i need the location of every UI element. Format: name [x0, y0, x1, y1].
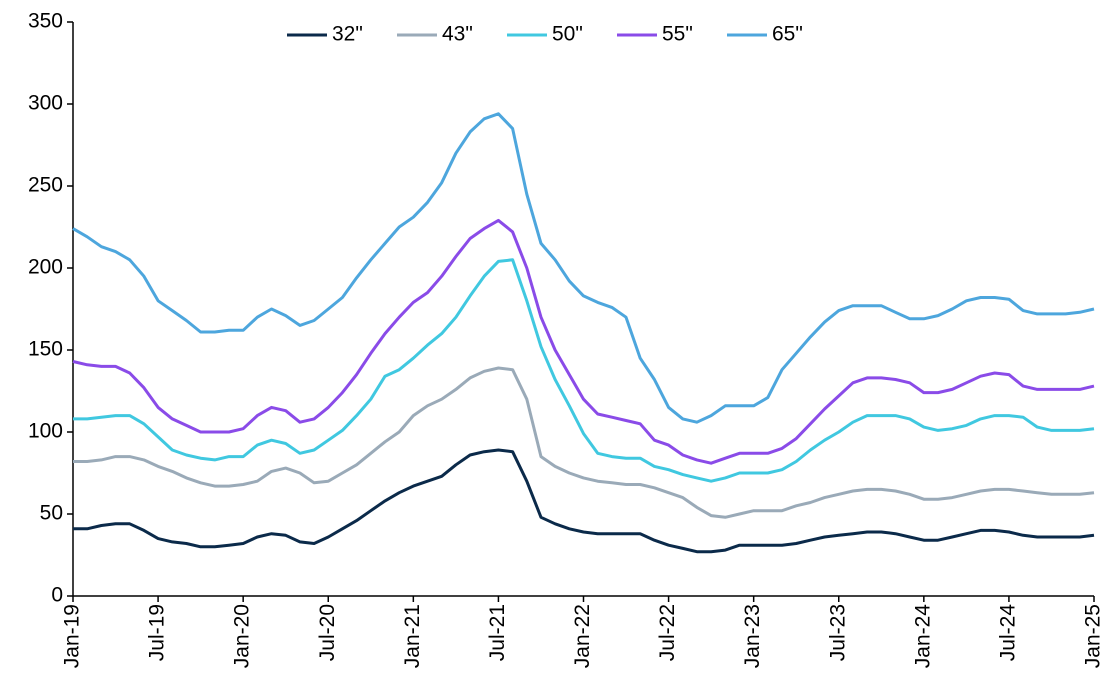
x-tick-label: Jul-19: [146, 604, 169, 661]
legend-label: 65": [772, 23, 803, 46]
x-tick-label: Jul-24: [996, 604, 1019, 662]
x-tick-label: Jul-21: [486, 604, 509, 661]
series-line: [73, 258, 1095, 483]
legend-label: 50": [552, 23, 583, 46]
y-tick-label: 0: [51, 584, 63, 607]
y-tick-label: 50: [40, 502, 63, 525]
x-tick-label: Jan-21: [401, 604, 424, 668]
y-tick-label: 350: [28, 10, 63, 33]
series-line: [73, 366, 1095, 519]
y-tick-label: 100: [28, 420, 63, 443]
series-line: [73, 448, 1095, 554]
series-line: [72, 218, 1095, 465]
y-tick-label: 150: [28, 338, 63, 361]
legend-label: 43": [442, 23, 473, 46]
x-tick-label: Jul-22: [656, 604, 679, 661]
x-tick-label: Jul-23: [826, 604, 849, 661]
x-tick-label: Jan-24: [911, 604, 934, 669]
x-tick-label: Jul-20: [316, 604, 339, 661]
legend-label: 32": [332, 23, 363, 46]
y-tick-label: 250: [28, 174, 63, 197]
y-tick-label: 200: [28, 256, 63, 279]
legend-label: 55": [662, 23, 693, 46]
x-tick-label: Jan-22: [571, 604, 594, 668]
series-line: [72, 112, 1095, 424]
x-tick-label: Jan-25: [1082, 604, 1105, 668]
y-tick-label: 300: [28, 92, 63, 115]
x-tick-label: Jan-23: [741, 604, 764, 668]
x-tick-label: Jan-19: [61, 604, 84, 668]
x-tick-label: Jan-20: [231, 604, 254, 668]
